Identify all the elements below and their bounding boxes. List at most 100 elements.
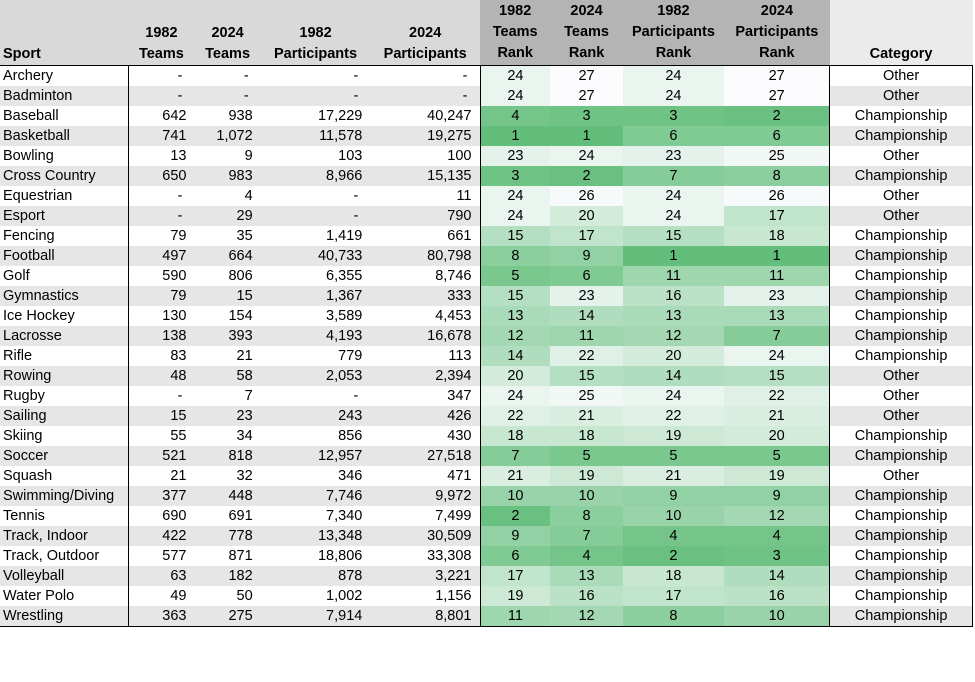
- participants-1982-cell[interactable]: 7,914: [260, 606, 371, 627]
- teams-rank-2024-cell[interactable]: 17: [550, 226, 623, 246]
- participants-1982-cell[interactable]: 11,578: [260, 126, 371, 146]
- participants-2024-cell[interactable]: 430: [370, 426, 481, 446]
- sport-cell[interactable]: Archery: [0, 65, 129, 86]
- participants-rank-2024-cell[interactable]: 2: [724, 106, 830, 126]
- participants-rank-2024-cell[interactable]: 3: [724, 546, 830, 566]
- participants-1982-cell[interactable]: 346: [260, 466, 371, 486]
- participants-rank-2024-cell[interactable]: 27: [724, 65, 830, 86]
- teams-1982-cell[interactable]: -: [128, 65, 195, 86]
- teams-1982-cell[interactable]: 130: [128, 306, 195, 326]
- teams-rank-1982-cell[interactable]: 7: [480, 446, 551, 466]
- header-2024-teams-rank[interactable]: 2024 Teams Rank: [550, 0, 623, 66]
- teams-2024-cell[interactable]: 23: [194, 406, 261, 426]
- header-sport[interactable]: Sport: [0, 0, 129, 66]
- sport-cell[interactable]: Skiing: [0, 426, 129, 446]
- sport-cell[interactable]: Fencing: [0, 226, 129, 246]
- teams-rank-1982-cell[interactable]: 23: [480, 146, 551, 166]
- teams-2024-cell[interactable]: 818: [194, 446, 261, 466]
- category-cell[interactable]: Championship: [829, 106, 973, 126]
- teams-2024-cell[interactable]: 664: [194, 246, 261, 266]
- teams-rank-2024-cell[interactable]: 10: [550, 486, 623, 506]
- participants-rank-2024-cell[interactable]: 25: [724, 146, 830, 166]
- category-cell[interactable]: Other: [829, 386, 973, 406]
- participants-rank-2024-cell[interactable]: 20: [724, 426, 830, 446]
- sport-cell[interactable]: Equestrian: [0, 186, 129, 206]
- teams-2024-cell[interactable]: 778: [194, 526, 261, 546]
- teams-2024-cell[interactable]: 32: [194, 466, 261, 486]
- teams-rank-1982-cell[interactable]: 18: [480, 426, 551, 446]
- teams-rank-2024-cell[interactable]: 26: [550, 186, 623, 206]
- category-cell[interactable]: Championship: [829, 606, 973, 627]
- participants-2024-cell[interactable]: 661: [370, 226, 481, 246]
- teams-rank-2024-cell[interactable]: 20: [550, 206, 623, 226]
- participants-2024-cell[interactable]: 30,509: [370, 526, 481, 546]
- teams-rank-1982-cell[interactable]: 24: [480, 186, 551, 206]
- teams-rank-1982-cell[interactable]: 4: [480, 106, 551, 126]
- sport-cell[interactable]: Rifle: [0, 346, 129, 366]
- participants-rank-1982-cell[interactable]: 21: [622, 466, 725, 486]
- header-1982-participants[interactable]: 1982 Participants: [260, 0, 371, 66]
- participants-rank-2024-cell[interactable]: 6: [724, 126, 830, 146]
- participants-1982-cell[interactable]: 7,746: [260, 486, 371, 506]
- participants-rank-2024-cell[interactable]: 22: [724, 386, 830, 406]
- teams-2024-cell[interactable]: 393: [194, 326, 261, 346]
- teams-rank-1982-cell[interactable]: 24: [480, 86, 551, 106]
- participants-1982-cell[interactable]: 779: [260, 346, 371, 366]
- sport-cell[interactable]: Rowing: [0, 366, 129, 386]
- participants-rank-1982-cell[interactable]: 23: [622, 146, 725, 166]
- teams-rank-2024-cell[interactable]: 5: [550, 446, 623, 466]
- participants-1982-cell[interactable]: 12,957: [260, 446, 371, 466]
- teams-1982-cell[interactable]: 690: [128, 506, 195, 526]
- participants-rank-2024-cell[interactable]: 24: [724, 346, 830, 366]
- category-cell[interactable]: Championship: [829, 346, 973, 366]
- teams-2024-cell[interactable]: 9: [194, 146, 261, 166]
- participants-rank-1982-cell[interactable]: 4: [622, 526, 725, 546]
- teams-rank-1982-cell[interactable]: 22: [480, 406, 551, 426]
- teams-1982-cell[interactable]: 79: [128, 286, 195, 306]
- participants-rank-2024-cell[interactable]: 10: [724, 606, 830, 627]
- teams-rank-1982-cell[interactable]: 20: [480, 366, 551, 386]
- teams-rank-2024-cell[interactable]: 12: [550, 606, 623, 627]
- category-cell[interactable]: Championship: [829, 586, 973, 606]
- teams-rank-1982-cell[interactable]: 12: [480, 326, 551, 346]
- teams-rank-1982-cell[interactable]: 14: [480, 346, 551, 366]
- teams-rank-1982-cell[interactable]: 5: [480, 266, 551, 286]
- header-2024-participants-rank[interactable]: 2024 Participants Rank: [724, 0, 830, 66]
- participants-rank-2024-cell[interactable]: 12: [724, 506, 830, 526]
- participants-rank-1982-cell[interactable]: 12: [622, 326, 725, 346]
- participants-rank-1982-cell[interactable]: 19: [622, 426, 725, 446]
- teams-2024-cell[interactable]: 691: [194, 506, 261, 526]
- participants-rank-2024-cell[interactable]: 7: [724, 326, 830, 346]
- category-cell[interactable]: Other: [829, 206, 973, 226]
- participants-2024-cell[interactable]: 80,798: [370, 246, 481, 266]
- participants-rank-1982-cell[interactable]: 9: [622, 486, 725, 506]
- teams-rank-2024-cell[interactable]: 23: [550, 286, 623, 306]
- participants-rank-2024-cell[interactable]: 23: [724, 286, 830, 306]
- teams-1982-cell[interactable]: 363: [128, 606, 195, 627]
- participants-rank-2024-cell[interactable]: 8: [724, 166, 830, 186]
- header-1982-participants-rank[interactable]: 1982 Participants Rank: [622, 0, 725, 66]
- teams-1982-cell[interactable]: 79: [128, 226, 195, 246]
- sport-cell[interactable]: Badminton: [0, 86, 129, 106]
- teams-rank-2024-cell[interactable]: 24: [550, 146, 623, 166]
- participants-2024-cell[interactable]: 2,394: [370, 366, 481, 386]
- participants-2024-cell[interactable]: 33,308: [370, 546, 481, 566]
- teams-rank-1982-cell[interactable]: 1: [480, 126, 551, 146]
- participants-2024-cell[interactable]: 8,746: [370, 266, 481, 286]
- teams-1982-cell[interactable]: 377: [128, 486, 195, 506]
- teams-rank-1982-cell[interactable]: 13: [480, 306, 551, 326]
- category-cell[interactable]: Other: [829, 366, 973, 386]
- participants-rank-2024-cell[interactable]: 18: [724, 226, 830, 246]
- participants-2024-cell[interactable]: 790: [370, 206, 481, 226]
- teams-1982-cell[interactable]: 55: [128, 426, 195, 446]
- participants-2024-cell[interactable]: 471: [370, 466, 481, 486]
- teams-1982-cell[interactable]: 741: [128, 126, 195, 146]
- teams-2024-cell[interactable]: 50: [194, 586, 261, 606]
- sport-cell[interactable]: Esport: [0, 206, 129, 226]
- sport-cell[interactable]: Tennis: [0, 506, 129, 526]
- participants-rank-2024-cell[interactable]: 26: [724, 186, 830, 206]
- participants-1982-cell[interactable]: 878: [260, 566, 371, 586]
- category-cell[interactable]: Championship: [829, 266, 973, 286]
- category-cell[interactable]: Championship: [829, 306, 973, 326]
- header-1982-teams[interactable]: 1982 Teams: [128, 0, 195, 66]
